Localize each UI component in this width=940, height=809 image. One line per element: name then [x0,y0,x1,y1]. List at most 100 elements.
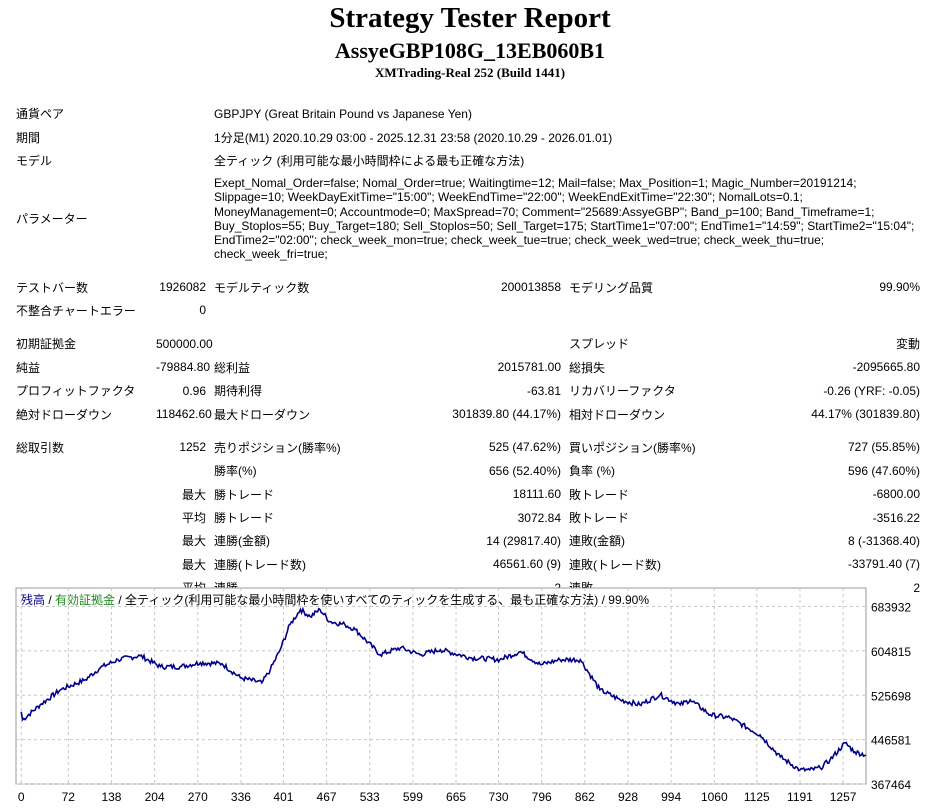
stat-label [12,553,152,576]
stats-row: 勝率(%) 656 (52.40%) 負率 (%) 596 (47.60%) [12,459,924,482]
stat-label [12,529,152,552]
y-tick-label: 525698 [871,689,911,703]
stat-label: 売りポジション(勝率%) [214,440,341,455]
stats-row: 総取引数 1252 売りポジション(勝率%) 525 (47.62%) 買いポジション(… [12,436,924,459]
stats-row: 平均 勝トレード 3072.84 敗トレード -3516.22 [12,506,924,529]
stat-value [410,332,565,355]
legend-equity: 有効証拠金 [55,592,115,607]
x-tick-label: 401 [273,790,293,804]
stat-label: 総取引数 [16,440,65,455]
x-tick-label: 204 [145,790,165,804]
stat-value: -79884.80 [156,360,211,375]
stat-value: 3072.84 [517,510,562,525]
stat-label: モデリング品質 [569,280,654,295]
info-value: GBPJPY (Great Britain Pound vs Japanese … [214,106,472,121]
y-tick-label: 604815 [871,645,911,659]
info-row: 通貨ペア GBPJPY (Great Britain Pound vs Japan… [12,102,924,125]
x-tick-label: 467 [317,790,337,804]
stat-label: 勝トレード [214,511,275,526]
legend-rest: / 全ティック(利用可能な最小時間枠を使いすべてのティックを生成する、最も正確な… [115,592,649,607]
stats-row: 最大 連勝(金額) 14 (29817.40) 連敗(金額) 8 (-31368.40) [12,529,924,552]
info-value: Exept_Nomal_Order=false; Nomal_Order=tru… [214,176,915,262]
info-label: 期間 [16,130,41,145]
stat-value: -2095665.80 [852,360,921,375]
info-row: モデル 全ティック (利用可能な最小時間枠による最も正確な方法) [12,149,924,172]
stat-value: 727 (55.85%) [847,440,921,455]
info-value: 全ティック (利用可能な最小時間枠による最も正確な方法) [214,153,525,168]
stat-label: 連敗(金額) [569,534,626,549]
stat-value: 最大 [182,534,207,549]
stat-label: プロフィットファクタ [16,384,136,399]
stat-value: 2 [913,580,921,595]
stat-value: 0.96 [182,383,207,398]
info-row: パラメーター Exept_Nomal_Order=false; Nomal_Ord… [12,172,924,265]
stat-value: -33791.40 (7) [847,557,921,572]
x-tick-label: 138 [101,790,121,804]
balance-line [20,606,867,773]
y-tick-label: 683932 [871,601,911,615]
legend-balance: 残高 [21,592,45,607]
stat-value: 変動 [896,337,921,352]
stat-label [210,299,410,322]
stats-row: 純益 -79884.80 総利益 2015781.00 総損失 -2095665.80 [12,356,924,379]
stat-label [565,299,765,322]
info-label: パラメーター [16,212,88,227]
x-tick-label: 665 [446,790,466,804]
stat-label: 最大ドローダウン [214,407,311,422]
stat-value: 8 (-31368.40) [847,533,921,548]
stat-label: 勝率(%) [214,464,257,479]
stats-row: プロフィットファクタ 0.96 期待利得 -63.81 リカバリーファクタ -0.26 (… [12,379,924,402]
stat-value: 99.90% [879,280,921,295]
stat-value: 最大 [182,487,207,502]
y-tick-label: 446581 [871,734,911,748]
stat-label [12,483,152,506]
x-tick-label: 994 [661,790,681,804]
info-label: 通貨ペア [16,107,65,122]
x-tick-label: 796 [532,790,552,804]
stat-value: 最大 [182,557,207,572]
stats-row: 不整合チャートエラー 0 [12,299,924,322]
stat-value: 46561.60 (9) [492,557,562,572]
stat-value: 1926082 [159,280,207,295]
stats-row: 最大 勝トレード 18111.60 敗トレード -6800.00 [12,483,924,506]
stat-value: -6800.00 [872,487,921,502]
stat-value: 200013858 [500,280,562,295]
stat-label: 連勝(金額) [214,534,271,549]
stat-label: テストバー数 [16,280,89,295]
stat-value [765,299,924,322]
stat-label: 初期証拠金 [16,337,77,352]
stats-row: 最大 連勝(トレード数) 46561.60 (9) 連敗(トレード数) -33791.4… [12,553,924,576]
x-tick-label: 862 [575,790,595,804]
stat-value: 18111.60 [512,487,562,502]
stat-value: 118462.60 [156,407,212,422]
stat-label: 不整合チャートエラー [16,303,136,318]
stat-value: 1252 [179,440,207,455]
stat-label: 買いポジション(勝率%) [569,440,696,455]
info-value: 1分足(M1) 2020.10.29 03:00 - 2025.12.31 23… [214,130,613,145]
plot-area [15,587,867,785]
stat-label: 絶対ドローダウン [16,407,113,422]
stat-value: 656 (52.40%) [488,463,562,478]
stat-value: 0 [199,303,207,318]
legend-sep1: / [45,593,55,607]
stat-value: 平均 [182,511,207,526]
ea-name: AssyeGBP108G_13EB060B1 [334,38,606,63]
stat-value: 525 (47.62%) [488,440,562,455]
stat-value: 2015781.00 [497,360,562,375]
stat-value: -3516.22 [872,510,921,525]
stat-label: 連勝(トレード数) [214,557,307,572]
x-tick-label: 1125 [744,790,770,804]
stat-label: 純益 [16,360,41,375]
stat-value: 301839.80 (44.17%) [452,407,562,422]
x-tick-label: 1257 [830,790,857,804]
stat-label: 勝トレード [214,487,275,502]
stat-label: リカバリーファクタ [569,384,676,399]
stat-label: 総損失 [569,360,606,375]
x-tick-label: 1060 [701,790,728,804]
x-tick-label: 928 [618,790,638,804]
chart-legend: 残高 / 有効証拠金 / 全ティック(利用可能な最小時間枠を使いすべてのティック… [21,592,649,607]
x-tick-label: 270 [188,790,208,804]
stats-row: 初期証拠金 500000.00 スプレッド 変動 [12,332,924,355]
stat-label: 連敗(トレード数) [569,557,662,572]
report-table: 通貨ペア GBPJPY (Great Britain Pound vs Japan… [12,102,924,599]
